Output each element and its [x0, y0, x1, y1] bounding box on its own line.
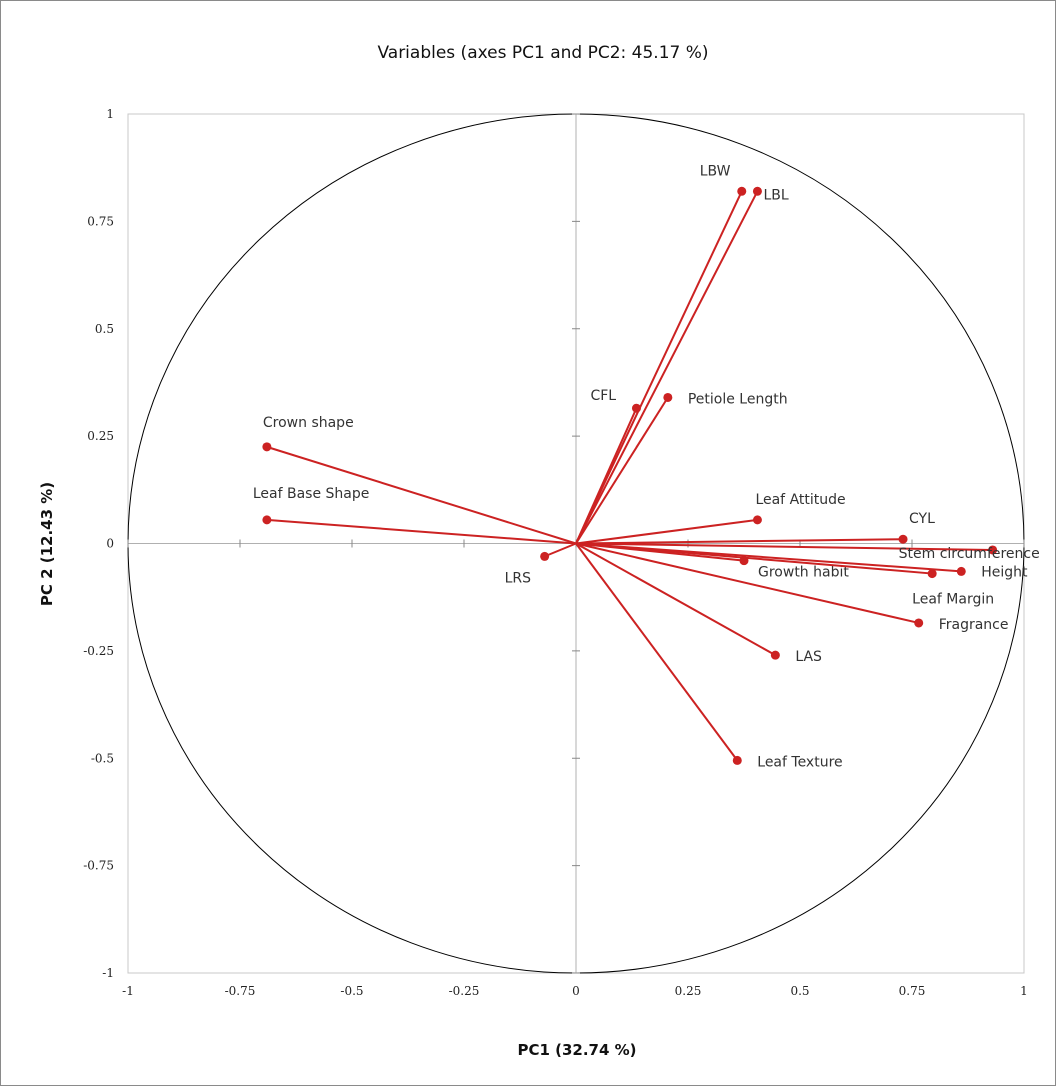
- x-tick-label: -1: [122, 984, 134, 998]
- point-cyl: [898, 534, 908, 544]
- vector-leaf-margin: [575, 542, 933, 575]
- label-stem-circumference: Stem circumference: [899, 546, 1040, 562]
- label-cyl: CYL: [909, 511, 935, 527]
- label-leaf-texture: Leaf Texture: [757, 754, 842, 770]
- vector-lbw: [575, 190, 743, 544]
- x-tick-label: 0.75: [899, 984, 926, 998]
- label-leaf-attitude: Leaf Attitude: [755, 492, 845, 508]
- y-tick-label: -0.5: [91, 751, 114, 765]
- plot-area: -1 -0.75 -0.5 -0.25 0 0.25 0.5 0.75 1 1 0.75 0.5 0.2…: [83, 107, 1040, 998]
- label-cfl: CFL: [590, 388, 616, 404]
- x-tick-label: 0.5: [790, 984, 809, 998]
- point-leaf-texture: [732, 755, 742, 765]
- vector-lrs: [544, 542, 577, 558]
- point-stem-circumference: [988, 545, 998, 555]
- vector-crown-shape: [266, 445, 577, 545]
- point-leaf-base-shape: [262, 515, 272, 525]
- vector-fragrance: [575, 542, 919, 624]
- y-tick-label: 0.25: [87, 429, 114, 443]
- point-las: [770, 650, 780, 660]
- x-tick-label: 0.25: [675, 984, 702, 998]
- x-tick-label: -0.75: [225, 984, 256, 998]
- x-tick-label: -0.25: [449, 984, 480, 998]
- label-lbl: LBL: [763, 187, 788, 203]
- label-lbw: LBW: [700, 163, 731, 179]
- vector-cyl: [575, 538, 904, 545]
- point-petiole-length: [663, 392, 673, 402]
- chart-title: Variables (axes PC1 and PC2: 45.17 %): [377, 43, 708, 63]
- y-axis-title: PC 2 (12.43 %): [38, 482, 56, 606]
- y-tick-label: 0.5: [95, 322, 114, 336]
- y-tick-label: 1: [106, 107, 114, 121]
- label-growth-habit: Growth habit: [758, 565, 849, 581]
- vector-lbl: [575, 190, 759, 544]
- vector-leaf-base-shape: [266, 518, 577, 545]
- vector-leaf-attitude: [575, 518, 758, 545]
- label-lrs: LRS: [505, 570, 532, 586]
- point-height: [956, 566, 966, 576]
- x-tick-label: 1: [1020, 984, 1028, 998]
- label-crown-shape: Crown shape: [263, 415, 354, 431]
- vector-leaf-texture: [575, 542, 739, 761]
- y-tick-label: -1: [102, 966, 114, 980]
- y-tick-label: -0.75: [83, 859, 114, 873]
- point-crown-shape: [262, 442, 272, 452]
- label-fragrance: Fragrance: [939, 617, 1009, 633]
- point-lbw: [737, 186, 747, 196]
- point-lrs: [540, 551, 550, 561]
- label-height: Height: [981, 564, 1028, 580]
- vector-las: [575, 542, 776, 657]
- x-tick-label: 0: [572, 984, 580, 998]
- vector-cfl: [575, 407, 638, 544]
- point-fragrance: [914, 618, 924, 628]
- y-tick-label: 0: [106, 537, 114, 551]
- vector-stem-circumference: [575, 542, 993, 551]
- label-leaf-base-shape: Leaf Base Shape: [253, 486, 370, 502]
- point-cfl: [631, 403, 641, 413]
- point-leaf-margin: [927, 569, 937, 579]
- label-petiole-length: Petiole Length: [688, 391, 788, 407]
- label-leaf-margin: Leaf Margin: [912, 592, 994, 608]
- x-axis-title: PC1 (32.74 %): [517, 1041, 636, 1059]
- x-tick-label: -0.5: [340, 984, 363, 998]
- point-leaf-attitude: [752, 515, 762, 525]
- label-las: LAS: [795, 649, 822, 665]
- vector-petiole-length: [575, 396, 669, 545]
- y-tick-label: -0.25: [83, 644, 114, 658]
- point-lbl: [752, 186, 762, 196]
- y-tick-label: 0.75: [87, 214, 114, 228]
